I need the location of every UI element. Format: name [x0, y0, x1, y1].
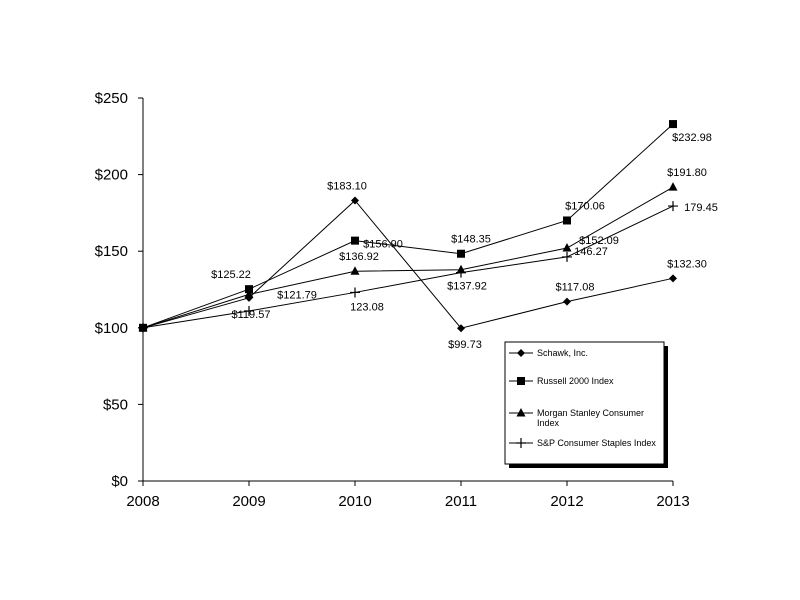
x-tick-label: 2008 [126, 493, 159, 510]
series-line-3 [142, 186, 674, 329]
data-point-triangle [668, 182, 678, 191]
data-point-triangle [350, 266, 360, 275]
legend-label: Schawk, Inc. [537, 348, 588, 358]
data-point-plus [562, 251, 572, 262]
series-line-4 [142, 205, 674, 329]
axes: $0 $50 $100 $150 $200 $250 2008 2009 2010 2011 201… [95, 90, 690, 510]
data-label: $125.22 [211, 269, 251, 281]
legend-label: Russell 2000 Index [537, 376, 614, 386]
data-point-triangle [562, 242, 572, 252]
data-label: 123.08 [350, 301, 384, 313]
legend-marker-square [517, 377, 525, 385]
data-label: $170.06 [565, 200, 605, 212]
data-label: 146.27 [574, 246, 608, 258]
legend-label: Morgan Stanley Consumer [537, 408, 644, 418]
data-point-plus [138, 322, 148, 333]
data-point-plus [244, 305, 254, 316]
data-label: $121.79 [277, 289, 317, 301]
data-label: $152.09 [579, 235, 619, 247]
data-point-square [245, 285, 253, 294]
legend-marker-triangle [516, 408, 526, 417]
series-line-2 [142, 123, 674, 329]
data-label: $156.90 [363, 239, 403, 251]
legend-label: Index [537, 418, 560, 428]
legend-label: S&P Consumer Staples Index [537, 438, 656, 448]
y-tick-label: $50 [103, 396, 128, 413]
data-label: $232.98 [672, 132, 712, 144]
data-point-diamond [351, 196, 359, 205]
data-point-plus [456, 267, 466, 278]
data-point-plus [350, 287, 360, 298]
data-label: $136.92 [339, 251, 379, 263]
series-markers [138, 120, 678, 333]
series-lines [142, 123, 674, 329]
data-point-diamond [563, 297, 571, 306]
data-label: $148.35 [451, 234, 491, 246]
x-tick-label: 2012 [550, 493, 583, 510]
y-tick-label: $0 [111, 473, 128, 490]
data-label: $132.30 [667, 258, 707, 270]
data-point-plus [668, 201, 678, 212]
legend-marker-plus [516, 438, 526, 448]
x-tick-label: 2009 [232, 493, 265, 510]
y-tick-label: $200 [95, 167, 128, 184]
data-point-triangle [244, 289, 254, 298]
y-tick-label: $100 [95, 320, 128, 337]
data-label: $99.73 [448, 339, 482, 351]
legend: Schawk, Inc. Russell 2000 Index Morgan Sta… [504, 341, 668, 468]
data-label: $119.57 [232, 309, 271, 321]
data-point-square [669, 120, 677, 129]
series-line-1 [142, 199, 674, 329]
x-tick-label: 2013 [656, 493, 689, 510]
data-point-square [457, 249, 465, 258]
y-tick-label: $250 [95, 90, 128, 107]
data-label: $191.80 [667, 167, 707, 179]
legend-marker-diamond [517, 349, 525, 357]
data-point-square [351, 236, 359, 245]
x-tick-label: 2011 [445, 493, 477, 510]
data-label: $117.08 [556, 282, 595, 294]
data-label: 179.45 [684, 202, 718, 214]
data-point-diamond [669, 274, 677, 283]
x-tick-label: 2010 [338, 493, 371, 510]
data-label: $183.10 [327, 180, 367, 192]
legend-box [504, 341, 665, 465]
data-labels: $119.57 $183.10 $99.73 $117.08 $132.30 $125.2… [211, 132, 718, 351]
data-point-square [563, 216, 571, 225]
data-label: $137.92 [447, 281, 487, 293]
data-point-diamond [457, 324, 465, 333]
y-tick-label: $150 [95, 243, 128, 260]
